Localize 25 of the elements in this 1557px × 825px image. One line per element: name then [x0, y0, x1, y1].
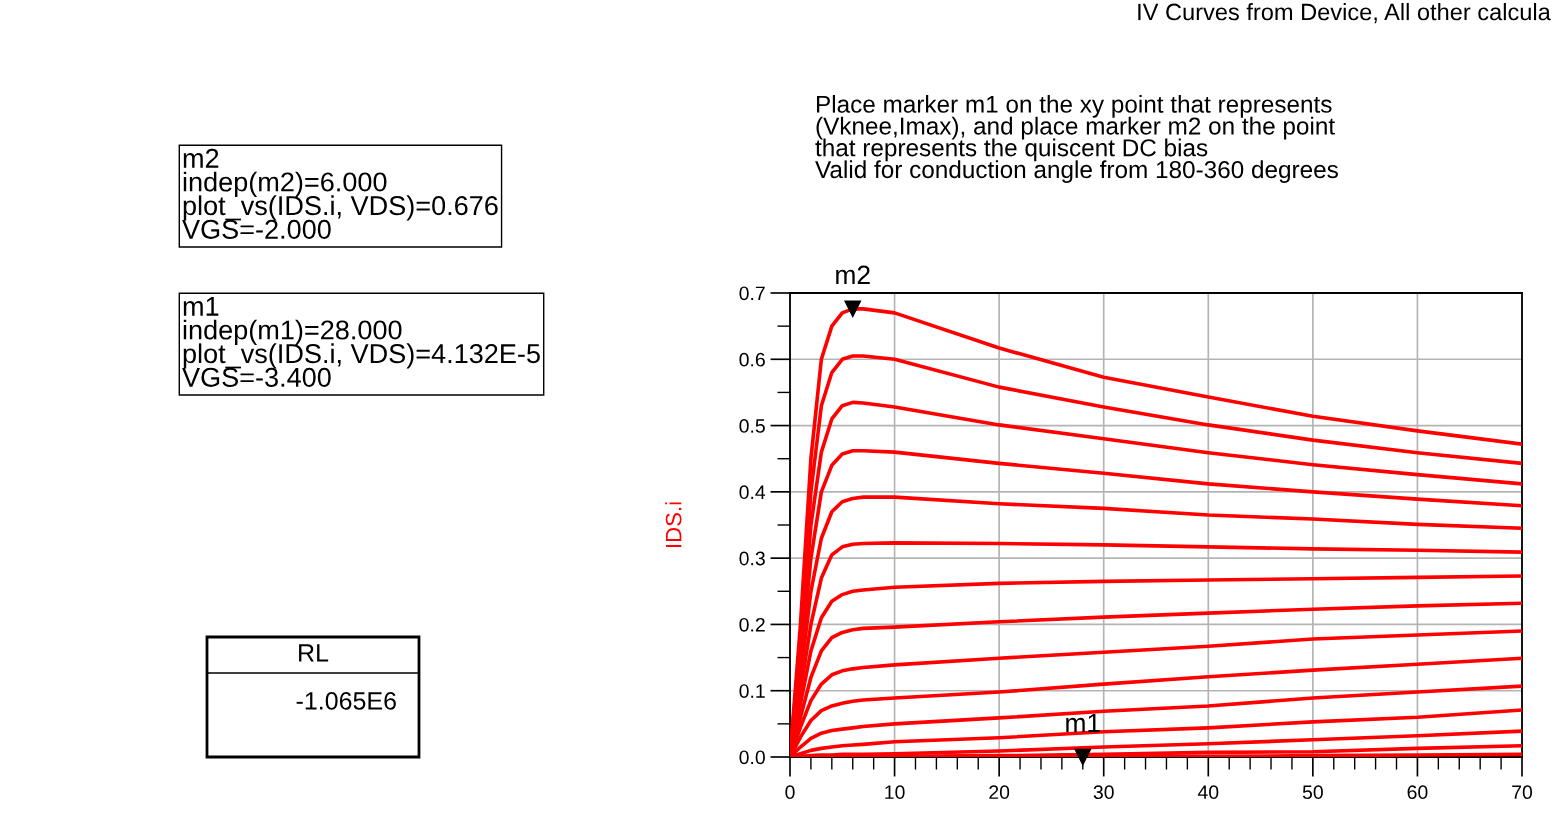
x-tick-label: 60 — [1407, 785, 1428, 800]
x-tick-label: 10 — [885, 785, 905, 800]
y-tick-label: 0.1 — [739, 684, 765, 698]
y-tick-label: 0.4 — [739, 485, 766, 500]
annotation: m1 — [1066, 713, 1100, 733]
text: m2 indep(m2)=6.000 plot_vs(IDS.i, VDS)=0.676 VGS=-2.000 — [182, 148, 498, 239]
y-tick-label: 0.2 — [739, 617, 765, 632]
x-tick-label: 50 — [1302, 785, 1323, 800]
y-tick-label: 0.6 — [739, 352, 765, 367]
annotation: m2 — [836, 265, 870, 284]
x-tick-label: 20 — [989, 785, 1010, 800]
chart-title: IV Curves from Device, All other calcula — [1138, 3, 1551, 24]
x-tick-label: 40 — [1197, 785, 1219, 800]
y-tick-label: 0.3 — [739, 551, 765, 566]
x-tick-label: 70 — [1512, 785, 1533, 800]
y-tick-label: 0.7 — [739, 286, 765, 301]
y-axis-title: IDS.i — [665, 502, 682, 548]
text: RL — [299, 644, 329, 662]
x-tick-label: 0 — [785, 785, 795, 800]
y-tick-label: 0.0 — [739, 750, 765, 765]
text: -1.065E6 — [296, 692, 396, 710]
text: m1 indep(m1)=28.000 plot_vs(IDS.i, VDS)=4.132E-5 VGS=-3.400 — [182, 296, 540, 387]
y-tick-label: 0.5 — [739, 419, 765, 433]
text: Place marker m1 on the xy point that represents (Vknee,Imax), and place marker m2 on the point that represents the quiscent DC bias Valid for conduction angle from 180-360 degrees — [815, 95, 1338, 183]
x-tick-label: 30 — [1093, 785, 1114, 800]
